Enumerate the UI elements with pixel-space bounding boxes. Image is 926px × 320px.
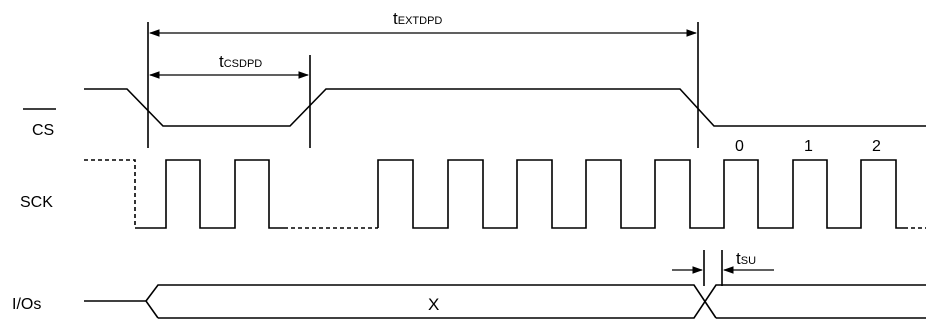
sck-label: SCK	[20, 194, 53, 211]
sck-dashed-start	[84, 159, 136, 228]
clock-number-2: 2	[872, 138, 881, 155]
sck-waveform-1	[135, 159, 284, 229]
t-csdpd-label: tCSDPD	[219, 52, 262, 71]
clock-number-1: 1	[804, 138, 813, 155]
ios-label: I/Os	[12, 296, 41, 313]
clock-number-0: 0	[735, 138, 744, 155]
sck-row: SCK 0 1 2	[20, 138, 926, 229]
ios-row: I/Os X	[12, 284, 926, 319]
sck-waveform-2	[377, 159, 904, 229]
t-csdpd-dimension: tCSDPD	[148, 52, 310, 79]
ios-idle-line	[84, 300, 159, 319]
cs-waveform	[84, 88, 926, 127]
cs-row: CS	[23, 88, 926, 139]
cs-label: CS	[32, 122, 54, 139]
ios-bus-bottom	[158, 284, 926, 319]
ios-bus-value: X	[428, 295, 439, 314]
t-extdpd-label: tEXTDPD	[393, 9, 442, 28]
t-extdpd-dimension: tEXTDPD	[148, 9, 698, 37]
t-su-dimension: tSU	[672, 249, 774, 286]
t-su-label: tSU	[736, 249, 756, 268]
